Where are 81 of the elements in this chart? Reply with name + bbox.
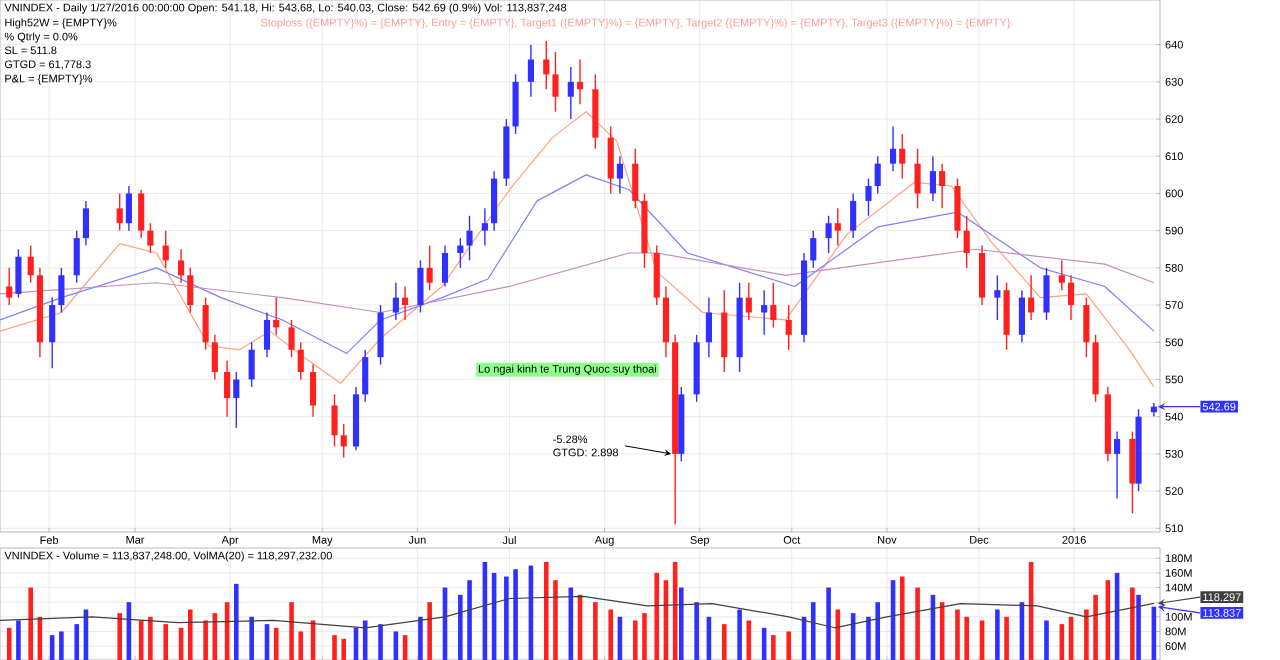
candlestick xyxy=(82,200,89,247)
candlestick xyxy=(1028,274,1035,321)
candlestick xyxy=(865,177,872,217)
candlestick xyxy=(512,73,519,135)
candlestick xyxy=(273,296,280,336)
candlestick xyxy=(457,237,464,269)
candlestick xyxy=(426,244,433,291)
candlestick xyxy=(309,363,317,418)
candlestick xyxy=(248,341,255,388)
candlestick xyxy=(785,304,792,351)
candlestick xyxy=(116,192,123,232)
candlestick xyxy=(963,215,970,269)
candlestick xyxy=(27,244,34,284)
candlestick xyxy=(1058,259,1065,291)
candlestick xyxy=(147,222,154,254)
candlestick xyxy=(761,289,768,336)
candlestick xyxy=(1043,267,1050,321)
candlestick xyxy=(527,43,534,98)
candlestick xyxy=(1067,274,1075,321)
candlestick xyxy=(810,229,817,269)
candlestick xyxy=(6,267,13,306)
candlestick xyxy=(15,248,22,299)
candlestick xyxy=(576,58,584,105)
candlestick xyxy=(939,162,946,210)
candlestick xyxy=(402,285,409,321)
candlestick xyxy=(73,229,80,284)
candlestick xyxy=(288,319,295,358)
candlestick xyxy=(331,393,338,448)
candlestick xyxy=(994,274,1001,321)
candlestick xyxy=(607,125,614,195)
candlestick xyxy=(178,248,185,284)
candlestick xyxy=(362,349,369,403)
candlestick xyxy=(899,133,906,180)
candlestick xyxy=(874,155,881,195)
candlestick xyxy=(377,304,384,366)
line-series xyxy=(0,111,1155,388)
candlestick xyxy=(138,189,145,239)
candlestick xyxy=(49,296,56,369)
candlestick xyxy=(552,51,559,113)
candlestick xyxy=(662,285,670,358)
candlestick xyxy=(616,155,623,195)
candlestick xyxy=(297,341,304,381)
candlestick xyxy=(187,267,194,314)
candlestick xyxy=(233,371,240,429)
candlestick xyxy=(850,192,857,239)
line-series xyxy=(0,174,1155,355)
candlestick xyxy=(162,229,169,269)
candlestick xyxy=(441,244,449,288)
candlestick xyxy=(481,207,488,247)
candlestick xyxy=(705,296,712,358)
candlestick xyxy=(929,155,936,202)
candlestick xyxy=(1083,296,1090,358)
candlestick xyxy=(567,66,574,120)
candlestick xyxy=(1003,282,1010,351)
candlestick xyxy=(491,170,498,232)
candlestick xyxy=(825,215,832,254)
candlestick xyxy=(1113,430,1121,500)
candlestick xyxy=(224,360,231,418)
candlestick xyxy=(745,282,752,321)
candlestick xyxy=(125,185,132,232)
candlestick xyxy=(417,259,424,314)
candlestick xyxy=(914,148,921,210)
line-series xyxy=(0,595,1155,629)
candlestick xyxy=(978,244,986,306)
candlestick xyxy=(889,125,897,172)
candlestick xyxy=(632,148,639,210)
candlestick xyxy=(543,40,550,90)
candlestick xyxy=(211,334,218,381)
candlestick xyxy=(392,282,399,321)
candlestick xyxy=(721,289,728,373)
candlestick xyxy=(834,207,841,247)
candlestick xyxy=(770,282,777,329)
candlestick xyxy=(263,311,271,358)
candlestick xyxy=(653,244,660,306)
candlestick xyxy=(1129,430,1136,515)
candlestick xyxy=(340,423,347,459)
candlestick xyxy=(202,296,209,351)
candlestick xyxy=(1018,289,1025,343)
candlestick xyxy=(954,177,961,239)
candlestick xyxy=(58,267,65,314)
candlestick xyxy=(466,215,473,262)
